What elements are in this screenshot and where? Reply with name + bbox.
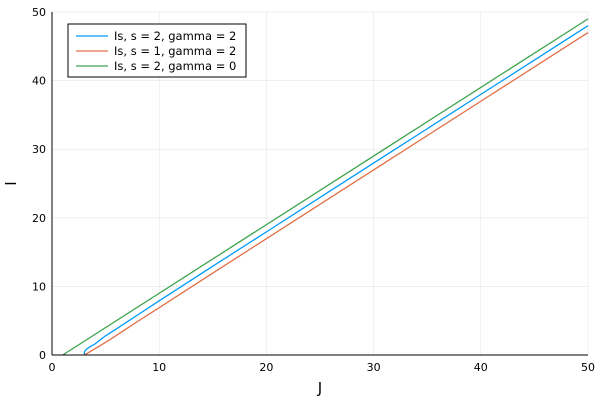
legend-label-1: Is, s = 2, gamma = 2 bbox=[114, 29, 236, 43]
x-tick-label: 30 bbox=[367, 361, 381, 374]
y-tick-labels: 0 10 20 30 40 50 bbox=[32, 6, 46, 362]
series-layer bbox=[62, 18, 589, 356]
x-tick-label: 50 bbox=[581, 361, 595, 374]
x-tick-label: 10 bbox=[152, 361, 166, 374]
x-tick-labels: 0 10 20 30 40 50 bbox=[49, 361, 596, 374]
y-tick-label: 0 bbox=[39, 349, 46, 362]
y-tick-label: 30 bbox=[32, 143, 46, 156]
y-tick-label: 20 bbox=[32, 212, 46, 225]
series-line-3 bbox=[62, 18, 589, 356]
axes bbox=[51, 12, 588, 356]
y-tick-label: 40 bbox=[32, 75, 46, 88]
legend: Is, s = 2, gamma = 2Is, s = 1, gamma = 2… bbox=[67, 23, 247, 78]
series-line-1 bbox=[83, 25, 589, 356]
x-tick-label: 40 bbox=[474, 361, 488, 374]
y-axis-title: I bbox=[2, 181, 20, 185]
series-line-2 bbox=[83, 32, 589, 356]
grid-lines bbox=[51, 11, 589, 356]
y-tick-label: 50 bbox=[32, 6, 46, 19]
legend-label-3: Is, s = 2, gamma = 0 bbox=[114, 59, 236, 73]
x-tick-label: 0 bbox=[49, 361, 56, 374]
y-tick-label: 10 bbox=[32, 280, 46, 293]
x-axis-title: J bbox=[317, 379, 322, 397]
x-tick-label: 20 bbox=[259, 361, 273, 374]
legend-label-2: Is, s = 1, gamma = 2 bbox=[114, 44, 236, 58]
